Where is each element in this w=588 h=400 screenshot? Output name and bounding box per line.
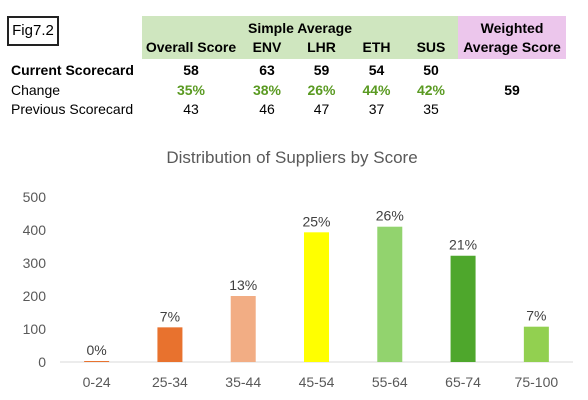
bar [377, 226, 403, 362]
weighted-title-line1: Weighted [480, 20, 544, 36]
y-tick-label: 500 [23, 189, 47, 205]
x-tick-label: 75-100 [515, 374, 559, 390]
data-label: 7% [526, 308, 546, 324]
cell-current-sus: 50 [423, 62, 439, 78]
cell-change-overall: 35% [176, 82, 206, 98]
cell-previous-lhr: 47 [313, 101, 330, 117]
bar [84, 361, 110, 362]
cell-current-eth: 54 [368, 62, 385, 78]
data-label: 7% [160, 308, 180, 324]
x-tick-label: 45-54 [299, 374, 335, 390]
cell-current-env: 63 [259, 62, 275, 78]
data-label: 26% [376, 208, 404, 224]
col-header-env: ENV [252, 39, 282, 55]
simple-average-header [142, 16, 458, 59]
col-header-lhr: LHR [307, 39, 336, 55]
data-label: 25% [302, 213, 330, 229]
y-tick-label: 200 [23, 288, 47, 304]
col-header-overall: Overall Score [145, 39, 237, 55]
data-label: 21% [449, 237, 477, 253]
x-tick-label: 55-64 [372, 374, 408, 390]
x-tick-label: 35-44 [225, 374, 261, 390]
cell-change-sus: 42% [416, 82, 446, 98]
bar [157, 327, 183, 362]
data-label: 0% [87, 342, 107, 358]
bar [230, 296, 256, 362]
weighted-title-line2: Average Score [463, 39, 561, 55]
bar [450, 255, 476, 362]
col-header-sus: SUS [416, 39, 446, 55]
cell-previous-sus: 35 [423, 101, 439, 117]
figure-label: Fig7.2 [7, 16, 59, 46]
x-tick-label: 65-74 [445, 374, 481, 390]
row-label-previous: Previous Scorecard [11, 101, 134, 117]
cell-change-eth: 44% [362, 82, 391, 98]
cell-change-env: 38% [252, 82, 282, 98]
data-label: 13% [229, 277, 257, 293]
x-tick-label: 25-34 [152, 374, 188, 390]
col-header-eth: ETH [362, 39, 391, 55]
row-label-change: Change [11, 82, 61, 98]
cell-change-lhr: 26% [307, 82, 336, 98]
cell-previous-overall: 43 [183, 101, 199, 117]
supplier-score-chart: Distribution of Suppliers by Score 0 100 2… [23, 148, 573, 390]
y-tick-label: 0 [38, 354, 46, 370]
y-tick-label: 400 [23, 222, 47, 238]
cell-previous-eth: 37 [368, 101, 385, 117]
x-tick-label: 0-24 [83, 374, 111, 390]
row-label-current: Current Scorecard [11, 62, 134, 78]
bar [304, 232, 329, 362]
cell-previous-env: 46 [259, 101, 275, 117]
bar [523, 326, 549, 362]
y-tick-label: 300 [23, 255, 47, 271]
y-tick-label: 100 [23, 321, 47, 337]
simple-average-title: Simple Average [247, 20, 352, 36]
cell-current-lhr: 59 [313, 62, 330, 78]
weighted-average-header [458, 16, 566, 59]
cell-weighted-average: 59 [504, 82, 520, 98]
cell-current-overall: 58 [183, 62, 199, 78]
chart-title: Distribution of Suppliers by Score [166, 148, 417, 167]
